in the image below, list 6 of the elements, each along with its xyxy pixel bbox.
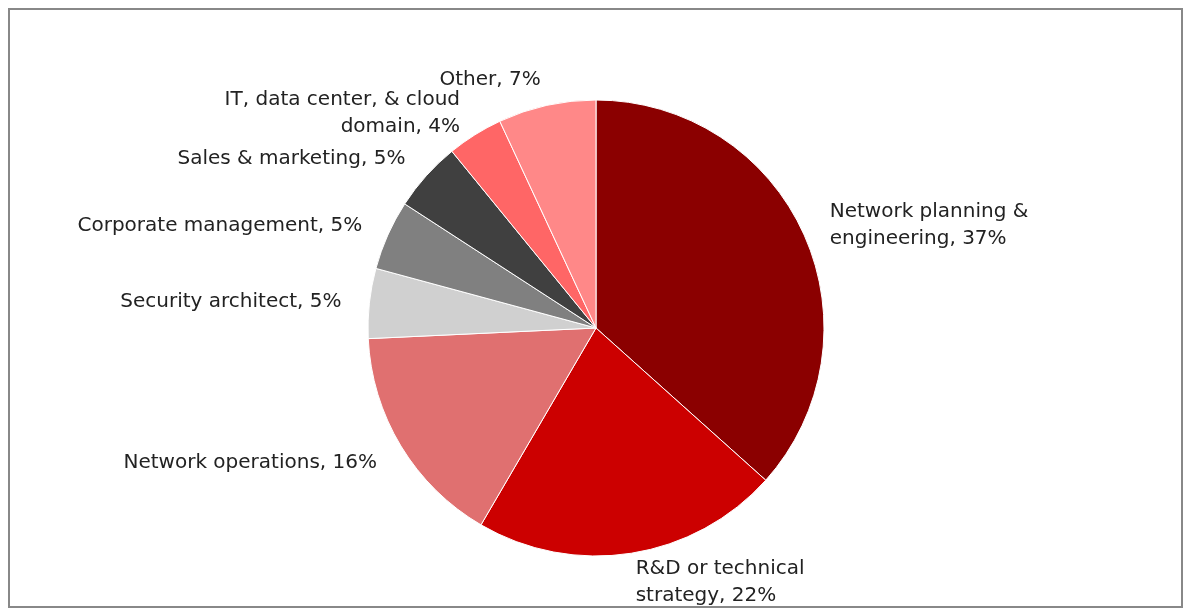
slice-label: Corporate management, 5% [77, 211, 363, 236]
slice-label: Network operations, 16% [123, 448, 377, 473]
slice-label: Security architect, 5% [120, 288, 342, 313]
slice-label: Network planning & engineering, 37% [829, 198, 1029, 250]
slice-label: Sales & marketing, 5% [177, 145, 406, 170]
slice-label: R&D or technical strategy, 22% [635, 555, 805, 607]
